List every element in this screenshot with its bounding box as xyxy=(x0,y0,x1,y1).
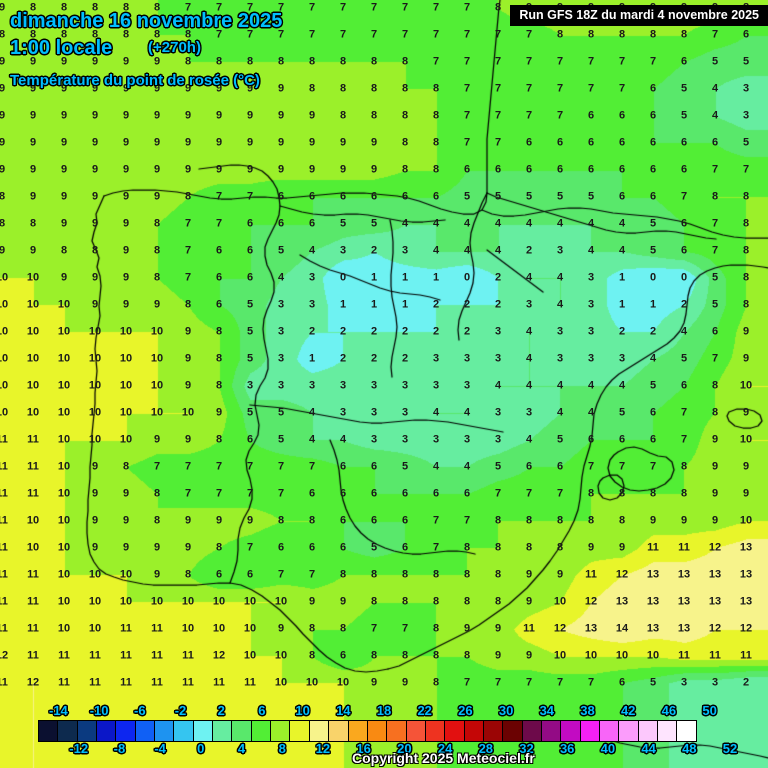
scale-tick-label: 34 xyxy=(539,703,555,718)
scale-tick-label: 20 xyxy=(397,741,412,756)
parameter-label: Température du point de rosée (°C) xyxy=(10,72,260,89)
scale-tick-label: 4 xyxy=(237,741,246,756)
scale-tick-label: -2 xyxy=(174,703,187,718)
color-swatch xyxy=(502,720,523,742)
scale-tick-label: 48 xyxy=(682,741,697,756)
scale-tick-label: 16 xyxy=(356,741,371,756)
color-swatch xyxy=(134,720,156,742)
color-swatch xyxy=(676,720,697,742)
forecast-offset-label: (+270h) xyxy=(148,39,201,56)
scale-tick-label: 36 xyxy=(559,741,575,756)
scale-tick-label: -4 xyxy=(154,741,166,756)
scale-tick-label: 24 xyxy=(437,741,453,756)
scale-tick-label: 6 xyxy=(258,703,266,718)
color-swatch xyxy=(173,720,194,742)
color-swatch xyxy=(347,720,368,742)
scale-tick-label: 10 xyxy=(295,703,310,718)
scale-tick-label: 30 xyxy=(498,703,514,718)
color-swatch xyxy=(289,720,310,742)
scale-tick-label: 40 xyxy=(600,741,616,756)
scale-tick-label: 46 xyxy=(661,703,677,718)
color-scale-bar xyxy=(38,720,697,742)
color-swatch xyxy=(115,720,136,742)
color-swatch xyxy=(618,720,639,742)
color-swatch xyxy=(212,720,233,742)
color-swatch xyxy=(250,720,272,742)
scale-tick-label: -6 xyxy=(134,703,146,718)
color-swatch xyxy=(521,720,542,742)
color-swatch xyxy=(560,720,581,742)
scale-tick-label: -12 xyxy=(69,741,89,756)
color-swatch xyxy=(76,720,98,742)
scale-tick-label: 44 xyxy=(641,741,656,756)
color-swatch xyxy=(328,720,349,742)
scale-tick-label: 28 xyxy=(478,741,494,756)
color-swatch xyxy=(405,720,426,742)
color-swatch xyxy=(154,720,175,742)
scale-tick-label: 32 xyxy=(519,741,534,756)
color-swatch xyxy=(579,720,600,742)
scale-tick-label: 22 xyxy=(417,703,432,718)
color-swatch xyxy=(96,720,117,742)
color-swatch xyxy=(463,720,484,742)
scale-tick-label: 52 xyxy=(722,741,738,756)
color-swatch xyxy=(637,720,658,742)
scale-tick-label: 0 xyxy=(197,741,205,756)
color-swatch xyxy=(366,720,388,742)
color-swatch xyxy=(308,720,330,742)
scale-tick-label: 12 xyxy=(315,741,331,756)
scale-tick-label: -10 xyxy=(89,703,109,718)
scale-tick-label: -8 xyxy=(113,741,126,756)
color-swatch xyxy=(540,720,562,742)
scale-tick-label: 38 xyxy=(580,703,595,718)
scale-tick-label: -14 xyxy=(48,703,68,718)
forecast-hour-label: 1:00 locale xyxy=(10,37,113,59)
scale-tick-label: 42 xyxy=(620,703,636,718)
color-swatch xyxy=(270,720,291,742)
color-swatch xyxy=(192,720,214,742)
color-swatch xyxy=(657,720,678,742)
color-swatch xyxy=(424,720,446,742)
color-swatch xyxy=(231,720,252,742)
copyright-label: Copyright 2025 Meteociel.fr xyxy=(352,750,535,766)
color-swatch xyxy=(482,720,504,742)
model-run-banner: Run GFS 18Z du mardi 4 novembre 2025 xyxy=(510,5,768,26)
color-swatch xyxy=(57,720,78,742)
color-swatch xyxy=(444,720,465,742)
color-swatch xyxy=(38,720,59,742)
scale-tick-label: 50 xyxy=(702,703,717,718)
scale-tick-label: 2 xyxy=(217,703,225,718)
scale-tick-label: 8 xyxy=(278,741,286,756)
color-swatch xyxy=(598,720,620,742)
scale-tick-label: 18 xyxy=(376,703,392,718)
scale-tick-label: 26 xyxy=(458,703,473,718)
scale-tick-label: 14 xyxy=(336,703,351,718)
forecast-date-label: dimanche 16 novembre 2025 xyxy=(10,10,283,32)
color-swatch xyxy=(386,720,407,742)
